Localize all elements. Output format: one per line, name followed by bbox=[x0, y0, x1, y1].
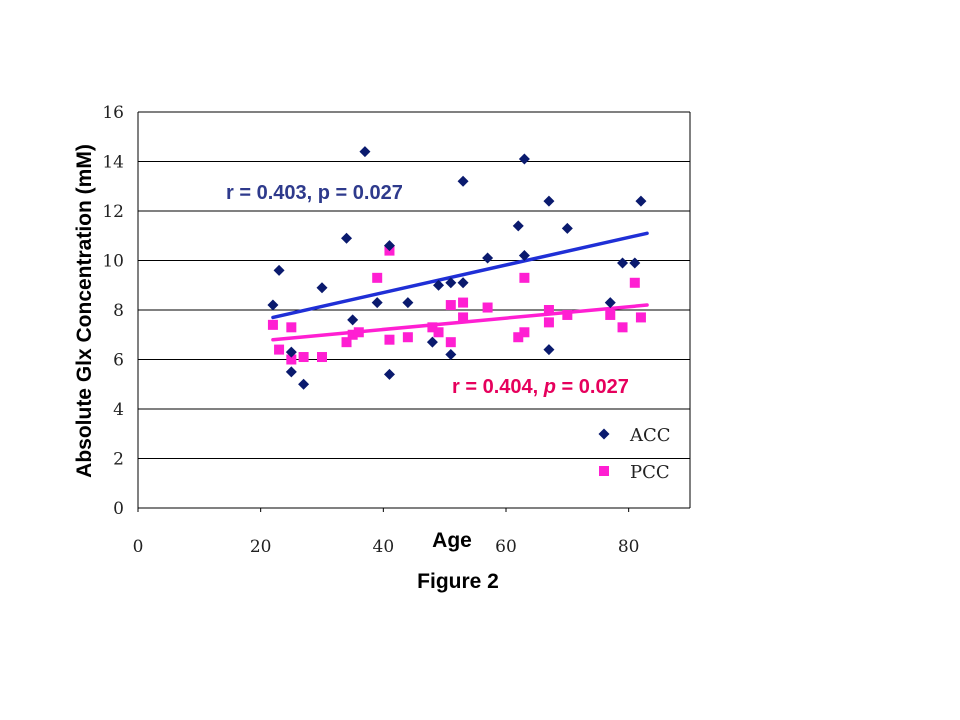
y-tick-label: 8 bbox=[113, 301, 124, 321]
trendline-acc bbox=[271, 231, 649, 320]
pcc-point bbox=[543, 317, 554, 328]
pcc-point bbox=[635, 312, 646, 323]
pcc-point bbox=[402, 332, 413, 343]
acc-point bbox=[285, 366, 297, 378]
y-tick-label: 0 bbox=[113, 499, 124, 519]
legend-item-pcc: PCC bbox=[599, 462, 670, 483]
pcc-point bbox=[427, 322, 438, 333]
legend-label-acc: ACC bbox=[629, 425, 671, 446]
acc-point bbox=[316, 282, 328, 294]
legend: ACC PCC bbox=[598, 425, 671, 483]
y-tick-label: 4 bbox=[113, 400, 124, 420]
x-tick-label: 60 bbox=[495, 537, 517, 557]
pcc-point bbox=[543, 305, 554, 315]
x-axis-title: Age bbox=[432, 529, 472, 552]
acc-point bbox=[383, 368, 395, 380]
y-tick-label: 2 bbox=[113, 450, 124, 470]
pcc-point bbox=[298, 352, 309, 363]
pcc-point bbox=[629, 277, 640, 288]
pcc-point bbox=[605, 309, 616, 320]
pcc-point bbox=[372, 272, 383, 283]
acc-point bbox=[273, 264, 285, 276]
pcc-point bbox=[353, 327, 364, 338]
legend-marker-pcc bbox=[599, 466, 609, 476]
acc-point bbox=[383, 240, 395, 252]
legend-label-pcc: PCC bbox=[630, 462, 670, 483]
acc-point bbox=[543, 344, 555, 356]
acc-point bbox=[518, 153, 530, 165]
acc-point bbox=[347, 314, 359, 326]
pcc-point bbox=[458, 297, 469, 308]
pcc-point bbox=[519, 272, 530, 283]
acc-point bbox=[298, 378, 310, 390]
acc-point bbox=[341, 232, 353, 244]
pcc-point bbox=[458, 312, 469, 323]
x-tick-label: 40 bbox=[373, 537, 395, 557]
pcc-point bbox=[274, 344, 285, 355]
acc-point bbox=[629, 257, 641, 269]
figure-caption: Figure 2 bbox=[417, 570, 499, 593]
acc-point bbox=[445, 349, 457, 361]
y-tick-label: 16 bbox=[102, 103, 124, 123]
pcc-point bbox=[513, 332, 524, 343]
pcc-point bbox=[445, 300, 456, 311]
acc-point bbox=[445, 277, 457, 289]
legend-item-acc: ACC bbox=[598, 425, 671, 446]
pcc-point bbox=[562, 309, 573, 320]
y-tick-label: 12 bbox=[102, 202, 124, 222]
acc-point bbox=[635, 195, 647, 207]
pcc-point bbox=[482, 302, 493, 313]
x-tick-label: 80 bbox=[618, 537, 640, 557]
pcc-point bbox=[384, 334, 395, 345]
acc-point bbox=[512, 220, 524, 232]
y-axis-title: Absolute Glx Concentration (mM) bbox=[73, 144, 96, 478]
y-tick-label: 10 bbox=[102, 252, 124, 272]
acc-point bbox=[482, 252, 494, 264]
acc-point bbox=[371, 297, 383, 309]
acc-point bbox=[604, 297, 616, 309]
acc-point bbox=[267, 299, 279, 311]
stat-annotations: r = 0.403, p = 0.027 r = 0.404, p = 0.027 bbox=[226, 182, 629, 398]
y-tick-label: 6 bbox=[113, 351, 124, 371]
acc-point bbox=[285, 346, 297, 358]
legend-marker-acc bbox=[598, 428, 610, 440]
acc-correlation-label: r = 0.403, p = 0.027 bbox=[226, 182, 403, 204]
pcc-point bbox=[519, 327, 530, 338]
acc-point bbox=[457, 175, 469, 187]
acc-point bbox=[543, 195, 555, 207]
pcc-point bbox=[433, 327, 444, 338]
pcc-point bbox=[267, 319, 278, 330]
data-points bbox=[267, 146, 647, 390]
x-tick-label: 20 bbox=[250, 537, 272, 557]
axes: 0 2 4 6 8 10 12 14 16 0 20 40 60 80 bbox=[102, 103, 691, 557]
pcc-point bbox=[617, 322, 628, 333]
acc-point bbox=[402, 297, 414, 309]
acc-point bbox=[457, 277, 469, 289]
acc-point bbox=[426, 336, 438, 348]
labels: Absolute Glx Concentration (mM) Age Figu… bbox=[73, 144, 499, 593]
acc-point bbox=[617, 257, 629, 269]
acc-point bbox=[359, 146, 371, 158]
pcc-point bbox=[286, 322, 297, 333]
trendlines bbox=[271, 231, 649, 342]
acc-point bbox=[561, 222, 573, 234]
x-tick-label: 0 bbox=[133, 537, 144, 557]
pcc-point bbox=[445, 337, 456, 348]
acc-point bbox=[518, 250, 530, 262]
pcc-point bbox=[341, 337, 352, 348]
pcc-point bbox=[286, 354, 297, 365]
acc-point bbox=[433, 279, 445, 291]
pcc-point bbox=[347, 329, 358, 340]
y-tick-label: 14 bbox=[102, 153, 124, 173]
pcc-correlation-label: r = 0.404, p = 0.027 bbox=[452, 376, 629, 398]
gridlines bbox=[138, 111, 690, 459]
pcc-point bbox=[317, 352, 327, 363]
